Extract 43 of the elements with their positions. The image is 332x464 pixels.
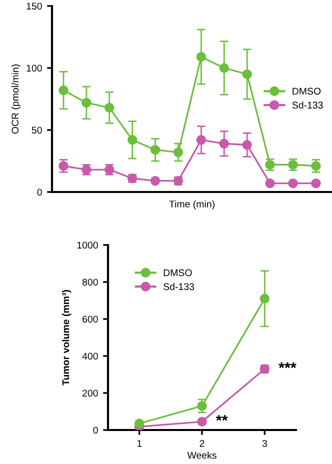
x-axis-title: Time (min): [169, 200, 214, 210]
point: [288, 178, 298, 188]
x-tick-label: 1: [137, 440, 142, 447]
y-axis-title: OCR (pmol/min): [11, 64, 21, 134]
y-tick-label: 0: [37, 188, 42, 196]
y-tick-label: 800: [82, 278, 98, 286]
x-axis-title: Weeks: [187, 452, 216, 459]
y-tick-label: 400: [82, 352, 98, 360]
point: [197, 401, 207, 411]
y-tick-label: 50: [32, 126, 42, 134]
legend-label: DMSO: [164, 269, 192, 276]
point: [242, 140, 252, 150]
legend-label: Sd-133: [292, 101, 323, 109]
point: [196, 135, 206, 145]
point: [82, 98, 92, 108]
point: [127, 135, 138, 145]
point: [197, 416, 207, 427]
x-tick-label: 2: [200, 440, 204, 447]
y-tick-label: 100: [26, 64, 42, 72]
point: [242, 69, 252, 80]
y-tick-label: 150: [26, 2, 42, 10]
point: [150, 144, 160, 155]
point: [265, 178, 275, 188]
y-tick-label: 0: [93, 426, 98, 434]
y-tick-label: 200: [82, 390, 98, 397]
x-tick-label: 3: [262, 440, 267, 447]
point: [58, 85, 68, 96]
point: [219, 63, 229, 73]
point: [134, 418, 144, 428]
annotation: **: [216, 415, 228, 421]
legend-label: Sd-133: [164, 282, 194, 290]
point: [173, 147, 184, 158]
point: [260, 294, 270, 304]
point: [311, 178, 321, 188]
y-tick-label: 1000: [77, 242, 98, 249]
annotation: ***: [278, 362, 296, 368]
point: [219, 138, 229, 148]
y-tick-label: 600: [82, 316, 98, 323]
y-axis-title: Tumor volume (mm³): [62, 290, 72, 386]
point: [104, 102, 114, 113]
point: [196, 52, 206, 62]
point: [150, 176, 160, 186]
legend-label: DMSO: [292, 88, 321, 95]
